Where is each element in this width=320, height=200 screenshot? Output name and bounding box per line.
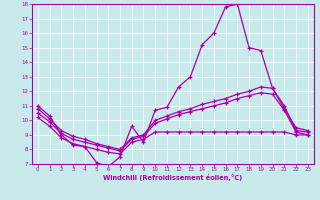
X-axis label: Windchill (Refroidissement éolien,°C): Windchill (Refroidissement éolien,°C) <box>103 174 243 181</box>
